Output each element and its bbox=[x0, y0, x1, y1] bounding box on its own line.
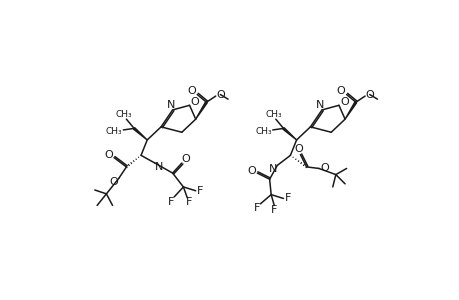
Polygon shape bbox=[133, 128, 147, 140]
Text: O: O bbox=[320, 164, 329, 173]
Text: O: O bbox=[247, 166, 256, 176]
Text: O: O bbox=[109, 177, 118, 187]
Text: F: F bbox=[197, 186, 203, 196]
Text: O: O bbox=[187, 86, 196, 96]
Text: O: O bbox=[336, 86, 345, 96]
Text: F: F bbox=[284, 194, 291, 203]
Polygon shape bbox=[344, 102, 356, 119]
Text: N: N bbox=[316, 100, 324, 110]
Text: CH₃: CH₃ bbox=[116, 110, 132, 119]
Text: O: O bbox=[190, 97, 199, 107]
Text: N: N bbox=[167, 100, 175, 110]
Text: O: O bbox=[104, 150, 113, 160]
Polygon shape bbox=[282, 128, 296, 140]
Text: CH₃: CH₃ bbox=[255, 127, 271, 136]
Text: N: N bbox=[268, 164, 276, 174]
Text: O: O bbox=[339, 97, 348, 107]
Polygon shape bbox=[195, 102, 207, 119]
Text: CH₃: CH₃ bbox=[264, 110, 281, 119]
Text: F: F bbox=[253, 203, 260, 214]
Text: O: O bbox=[294, 144, 302, 154]
Text: F: F bbox=[185, 197, 191, 207]
Text: CH₃: CH₃ bbox=[106, 127, 122, 136]
Text: O: O bbox=[181, 154, 190, 164]
Text: F: F bbox=[168, 197, 174, 207]
Text: O: O bbox=[364, 89, 373, 100]
Text: O: O bbox=[216, 89, 224, 100]
Text: F: F bbox=[270, 205, 277, 215]
Text: N: N bbox=[154, 162, 162, 172]
